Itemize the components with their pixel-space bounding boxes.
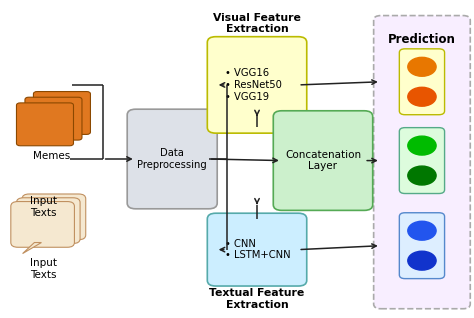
FancyBboxPatch shape	[17, 103, 73, 146]
Circle shape	[408, 166, 436, 185]
Text: Textual Feature
Extraction: Textual Feature Extraction	[210, 288, 305, 310]
Text: Concatenation
Layer: Concatenation Layer	[285, 150, 361, 171]
FancyBboxPatch shape	[22, 194, 86, 240]
FancyBboxPatch shape	[17, 198, 80, 244]
Circle shape	[408, 57, 436, 76]
Polygon shape	[23, 243, 41, 253]
Circle shape	[408, 221, 436, 240]
FancyBboxPatch shape	[207, 213, 307, 286]
FancyBboxPatch shape	[374, 16, 470, 309]
Text: • CNN
• LSTM+CNN: • CNN • LSTM+CNN	[225, 239, 291, 260]
Text: Visual Feature
Extraction: Visual Feature Extraction	[213, 13, 301, 34]
Text: Input
Texts: Input Texts	[30, 196, 57, 218]
FancyBboxPatch shape	[399, 128, 445, 194]
FancyBboxPatch shape	[207, 37, 307, 133]
Text: Input
Texts: Input Texts	[30, 258, 57, 280]
FancyBboxPatch shape	[11, 202, 74, 247]
Text: Prediction: Prediction	[388, 33, 456, 46]
FancyBboxPatch shape	[273, 111, 373, 211]
Circle shape	[408, 136, 436, 155]
FancyBboxPatch shape	[25, 97, 82, 140]
FancyBboxPatch shape	[34, 92, 91, 135]
Text: Memes: Memes	[33, 151, 71, 161]
Text: Data
Preprocessing: Data Preprocessing	[137, 148, 207, 170]
FancyBboxPatch shape	[399, 213, 445, 279]
Text: • VGG16
• ResNet50
• VGG19: • VGG16 • ResNet50 • VGG19	[225, 68, 282, 101]
Circle shape	[408, 251, 436, 270]
FancyBboxPatch shape	[399, 49, 445, 115]
Circle shape	[408, 87, 436, 106]
FancyBboxPatch shape	[127, 109, 217, 209]
